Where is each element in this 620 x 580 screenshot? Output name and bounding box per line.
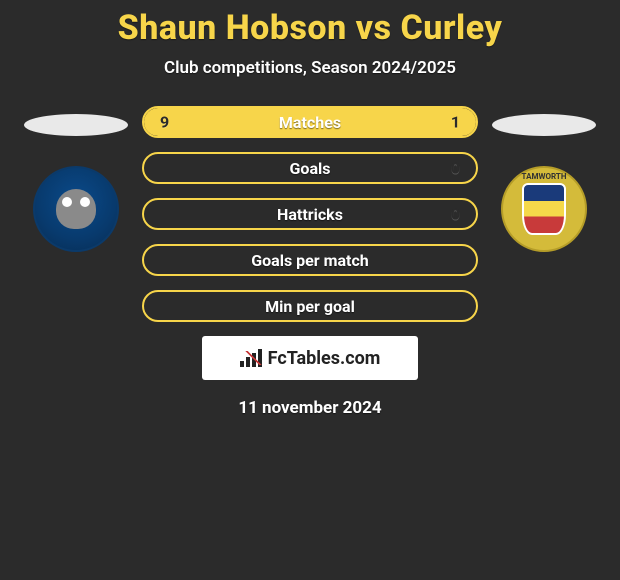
right-player-col: TAMWORTH [490,106,598,252]
stat-label: Hattricks [277,205,343,224]
stat-value-right: 1 [451,113,460,132]
right-club-logo: TAMWORTH [501,166,587,252]
stat-label: Goals per match [251,251,369,270]
stat-label: Min per goal [265,297,355,316]
stat-bar: 9 1 Matches [142,106,478,138]
logo-text: FcTables.com [268,348,381,369]
club-ring-text: TAMWORTH [503,172,585,181]
chart-icon [240,349,262,367]
stat-value-right: 0 [451,159,460,178]
stat-value-left: 9 [160,113,169,132]
stat-fill-left [144,108,403,136]
left-player-col [22,106,130,252]
player-silhouette-left [24,114,128,136]
stats-bars: 9 1 Matches 0 Goals 0 Hattricks Goals per match… [130,106,490,418]
player-silhouette-right [492,114,596,136]
stat-value-right: 0 [451,205,460,224]
left-club-logo [33,166,119,252]
page-title: Shaun Hobson vs Curley [0,8,620,48]
date-label: 11 november 2024 [142,398,478,418]
comparison-row: 9 1 Matches 0 Goals 0 Hattricks Goals per match… [0,106,620,418]
owl-icon [56,189,96,229]
subtitle: Club competitions, Season 2024/2025 [0,58,620,78]
stat-bar: 0 Hattricks [142,198,478,230]
stat-label: Goals [290,159,331,178]
stat-label: Matches [279,113,341,132]
shield-icon [522,183,566,235]
stat-bar: Goals per match [142,244,478,276]
fctables-logo: FcTables.com [202,336,418,380]
stat-fill-right [403,108,476,136]
stat-bar: Min per goal [142,290,478,322]
stat-bar: 0 Goals [142,152,478,184]
